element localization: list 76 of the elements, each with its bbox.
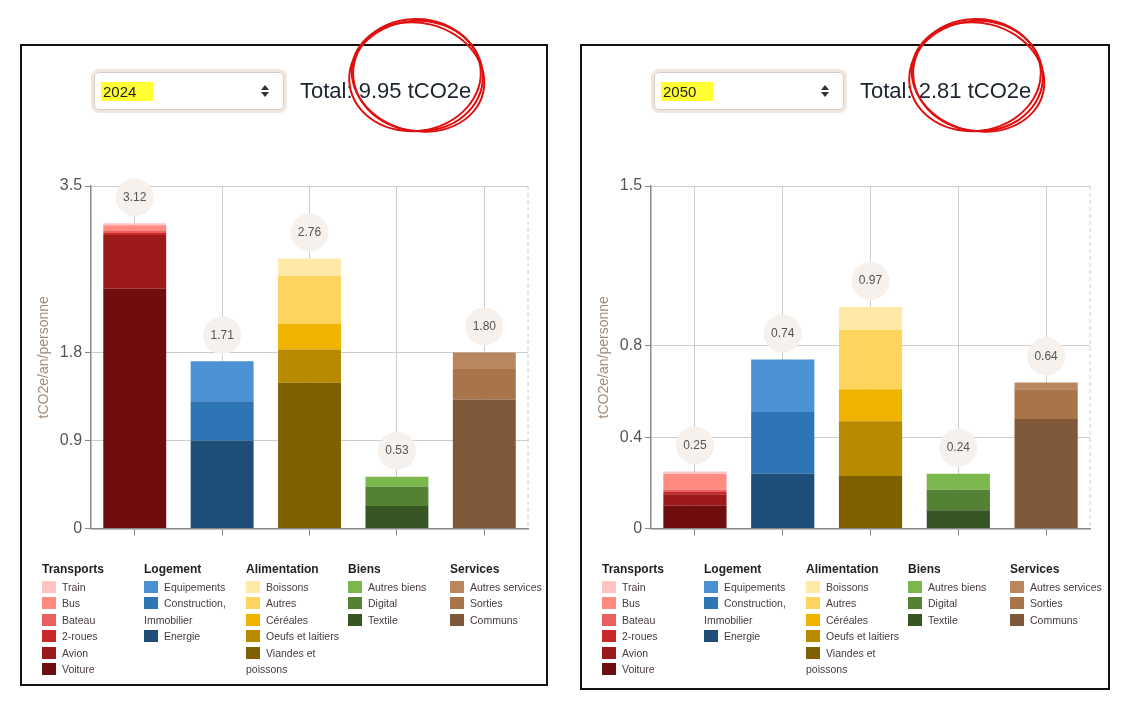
legend-label: Autres biens bbox=[928, 580, 987, 593]
legend-label: Textile bbox=[928, 613, 958, 626]
y-tick-label: 0.8 bbox=[619, 336, 643, 354]
legend-label: Energie bbox=[724, 630, 761, 642]
legend-label: 2-roues bbox=[62, 630, 98, 642]
legend-label: Sorties bbox=[1030, 597, 1063, 609]
legend-label: Equipements bbox=[724, 580, 786, 593]
y-tick-label: 3.5 bbox=[59, 176, 83, 194]
legend-label: Sorties bbox=[470, 597, 503, 609]
legend-label: Bateau bbox=[622, 613, 656, 626]
y-tick-label: 1.8 bbox=[59, 342, 83, 360]
legend-label: Bateau bbox=[62, 613, 96, 626]
legend-label: Equipements bbox=[164, 580, 226, 593]
legend-label: Autres bbox=[266, 597, 297, 609]
chart-subtitle: 2050 bbox=[661, 82, 713, 101]
legend-label: Boissons bbox=[266, 580, 309, 593]
legend-label: Train bbox=[62, 580, 86, 593]
text: Transports bbox=[602, 561, 665, 578]
legend-label: Autres services bbox=[470, 580, 542, 593]
total-label: 0.97 bbox=[858, 273, 883, 288]
total-label: 0.74 bbox=[771, 325, 795, 340]
text: Services bbox=[450, 561, 501, 578]
text: Biens bbox=[908, 561, 942, 578]
legend-label: Construction, Immobilier bbox=[144, 597, 226, 626]
text: Alimentation bbox=[806, 561, 880, 578]
y-tick-label: 0.9 bbox=[59, 430, 83, 448]
legend-label: Digital bbox=[928, 597, 958, 609]
legend-label: Voiture bbox=[622, 663, 655, 675]
legend-label: Oeufs et laitiers bbox=[266, 630, 339, 642]
total-label: 3.12 bbox=[123, 189, 147, 204]
legend-label: Autres biens bbox=[368, 580, 427, 593]
total-label: 1.80 bbox=[472, 318, 497, 333]
y-axis-title: tCO2e/an/personne bbox=[595, 296, 612, 419]
y-tick-label: 0.4 bbox=[619, 427, 643, 445]
total-label: 0.24 bbox=[946, 440, 971, 455]
legend-label: Boissons bbox=[826, 580, 869, 593]
dropdown-field: 2050 bbox=[654, 72, 844, 110]
legend-label: Energie bbox=[164, 630, 201, 642]
text: Alimentation bbox=[246, 561, 320, 578]
legend-label: Bus bbox=[622, 597, 641, 609]
total-label: 0.25 bbox=[683, 437, 707, 452]
chart-subtitle: 2024 bbox=[101, 82, 153, 101]
y-tick-label: 0 bbox=[73, 519, 83, 537]
legend-label: Voiture bbox=[62, 663, 95, 675]
legend-label: Céréales bbox=[826, 613, 869, 626]
legend-label: Bus bbox=[62, 597, 81, 609]
total-label: 2.76 bbox=[297, 224, 322, 239]
legend-label: Digital bbox=[368, 597, 398, 609]
text: Logement bbox=[704, 561, 763, 578]
legend-label: Autres bbox=[826, 597, 857, 609]
total-label: 0.53 bbox=[385, 443, 409, 458]
legend-label: Avion bbox=[622, 646, 649, 659]
y-tick-label: 1.5 bbox=[619, 176, 643, 194]
chart-title: Total: 9.95 tCO2e bbox=[300, 78, 472, 104]
dropdown-field: 2024 bbox=[94, 72, 284, 110]
legend-label: Oeufs et laitiers bbox=[826, 630, 899, 642]
text: Logement bbox=[144, 561, 203, 578]
text: Biens bbox=[348, 561, 382, 578]
legend-label: Avion bbox=[62, 646, 89, 659]
legend-label: Construction, Immobilier bbox=[704, 597, 786, 626]
legend-label: 2-roues bbox=[622, 630, 658, 642]
legend-label: Viandes et poissons bbox=[246, 646, 316, 675]
total-label: 0.64 bbox=[1034, 348, 1059, 363]
legend-label: Communs bbox=[470, 613, 518, 626]
legend-label: Autres services bbox=[1030, 580, 1102, 593]
legend-label: Textile bbox=[368, 613, 398, 626]
total-label: 1.71 bbox=[210, 327, 235, 342]
legend-label: Communs bbox=[1030, 613, 1078, 626]
legend-label: Train bbox=[622, 580, 646, 593]
legend-label: Céréales bbox=[266, 613, 309, 626]
y-axis-title: tCO2e/an/personne bbox=[35, 296, 52, 419]
legend-label: Viandes et poissons bbox=[806, 646, 876, 675]
y-tick-label: 0 bbox=[633, 519, 643, 537]
text: Transports bbox=[42, 561, 105, 578]
chart-title: Total: 2.81 tCO2e bbox=[860, 78, 1032, 104]
text: Services bbox=[1010, 561, 1061, 578]
